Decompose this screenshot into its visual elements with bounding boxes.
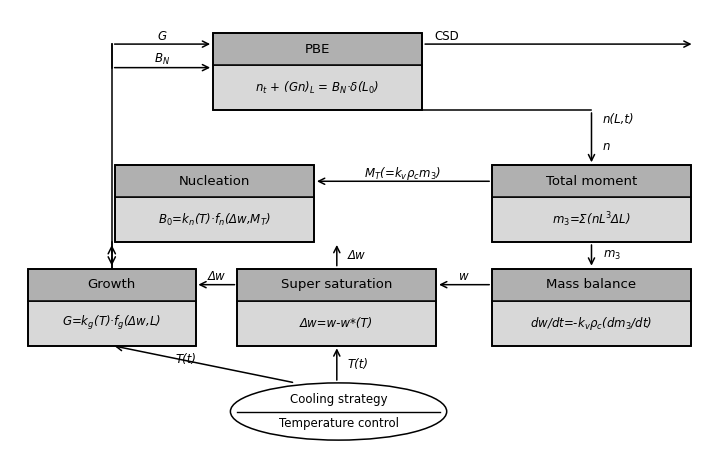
Text: Growth: Growth bbox=[88, 278, 136, 291]
Bar bbox=[492, 269, 691, 301]
Text: Cooling strategy: Cooling strategy bbox=[290, 393, 387, 406]
Bar bbox=[28, 301, 196, 346]
Text: Super saturation: Super saturation bbox=[281, 278, 392, 291]
Text: Total moment: Total moment bbox=[546, 175, 637, 188]
Ellipse shape bbox=[231, 383, 446, 440]
Bar bbox=[492, 301, 691, 346]
Text: Temperature control: Temperature control bbox=[278, 417, 399, 430]
Text: n(L,t): n(L,t) bbox=[602, 114, 634, 127]
Text: m$_3$=Σ(nL$^3$ΔL): m$_3$=Σ(nL$^3$ΔL) bbox=[552, 211, 631, 229]
Text: B$_0$=k$_n$(T)·f$_n$(Δw,M$_T$): B$_0$=k$_n$(T)·f$_n$(Δw,M$_T$) bbox=[158, 212, 271, 228]
Text: PBE: PBE bbox=[305, 43, 330, 56]
Bar bbox=[492, 165, 691, 242]
Text: T(t): T(t) bbox=[348, 358, 369, 371]
Bar bbox=[237, 301, 436, 346]
Bar bbox=[28, 269, 196, 301]
Text: Δw=w-w*(T): Δw=w-w*(T) bbox=[300, 317, 373, 330]
Bar bbox=[213, 33, 422, 110]
Text: Nucleation: Nucleation bbox=[179, 175, 251, 188]
Text: G: G bbox=[158, 30, 167, 43]
Bar bbox=[115, 165, 314, 242]
Text: w: w bbox=[459, 270, 469, 283]
Bar bbox=[492, 165, 691, 198]
Bar bbox=[237, 269, 436, 301]
Text: Mass balance: Mass balance bbox=[546, 278, 637, 291]
Bar bbox=[492, 269, 691, 346]
Text: G=k$_g$(T)·f$_g$(Δw,L): G=k$_g$(T)·f$_g$(Δw,L) bbox=[62, 314, 162, 332]
Text: Δw: Δw bbox=[208, 270, 225, 283]
Bar bbox=[492, 198, 691, 242]
Text: n: n bbox=[602, 140, 610, 153]
Text: B$_N$: B$_N$ bbox=[155, 52, 170, 67]
Text: Δw: Δw bbox=[348, 249, 365, 262]
Bar bbox=[115, 198, 314, 242]
Text: M$_T$(=k$_v$ρ$_c$m$_3$): M$_T$(=k$_v$ρ$_c$m$_3$) bbox=[365, 165, 441, 182]
Bar bbox=[213, 33, 422, 66]
Text: m$_3$: m$_3$ bbox=[602, 249, 621, 262]
Bar bbox=[213, 66, 422, 110]
Text: dw/dt=-k$_v$ρ$_c$(dm$_3$/dt): dw/dt=-k$_v$ρ$_c$(dm$_3$/dt) bbox=[530, 315, 653, 332]
Bar bbox=[28, 269, 196, 346]
Bar bbox=[237, 269, 436, 346]
Text: T(t): T(t) bbox=[176, 353, 197, 366]
Bar bbox=[115, 165, 314, 198]
Text: CSD: CSD bbox=[434, 30, 459, 43]
Text: n$_t$ + (Gn)$_L$ = B$_N$·δ(L$_0$): n$_t$ + (Gn)$_L$ = B$_N$·δ(L$_0$) bbox=[256, 80, 379, 96]
